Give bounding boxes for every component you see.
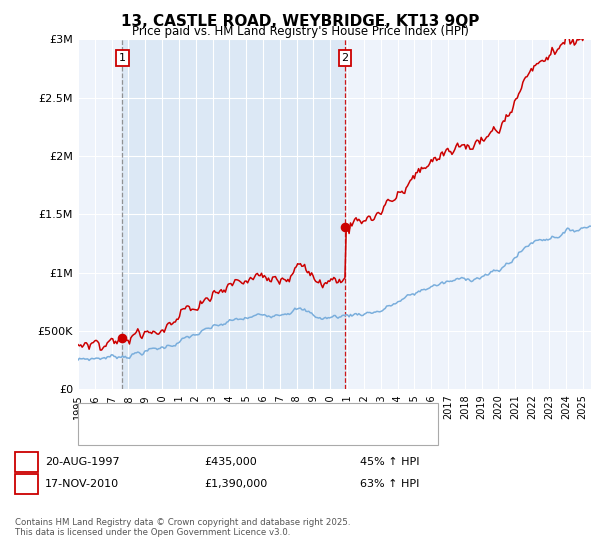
Text: 2: 2	[341, 53, 349, 63]
Text: 2: 2	[23, 479, 30, 489]
Text: 45% ↑ HPI: 45% ↑ HPI	[360, 457, 419, 467]
Text: —: —	[85, 406, 103, 424]
Text: 1: 1	[23, 457, 30, 467]
Text: 13, CASTLE ROAD, WEYBRIDGE, KT13 9QP: 13, CASTLE ROAD, WEYBRIDGE, KT13 9QP	[121, 14, 479, 29]
Text: HPI: Average price, detached house, Elmbridge: HPI: Average price, detached house, Elmb…	[105, 430, 351, 440]
Text: Contains HM Land Registry data © Crown copyright and database right 2025.
This d: Contains HM Land Registry data © Crown c…	[15, 518, 350, 538]
Text: Price paid vs. HM Land Registry's House Price Index (HPI): Price paid vs. HM Land Registry's House …	[131, 25, 469, 38]
Text: 20-AUG-1997: 20-AUG-1997	[45, 457, 119, 467]
Text: 63% ↑ HPI: 63% ↑ HPI	[360, 479, 419, 489]
Text: £1,390,000: £1,390,000	[204, 479, 267, 489]
Text: —: —	[85, 426, 103, 444]
Text: £435,000: £435,000	[204, 457, 257, 467]
Text: 17-NOV-2010: 17-NOV-2010	[45, 479, 119, 489]
Text: 13, CASTLE ROAD, WEYBRIDGE, KT13 9QP (detached house): 13, CASTLE ROAD, WEYBRIDGE, KT13 9QP (de…	[105, 410, 419, 420]
Bar	[122, 39, 345, 389]
Point	[340, 222, 350, 231]
Point	[118, 334, 127, 343]
Text: 1: 1	[119, 53, 126, 63]
